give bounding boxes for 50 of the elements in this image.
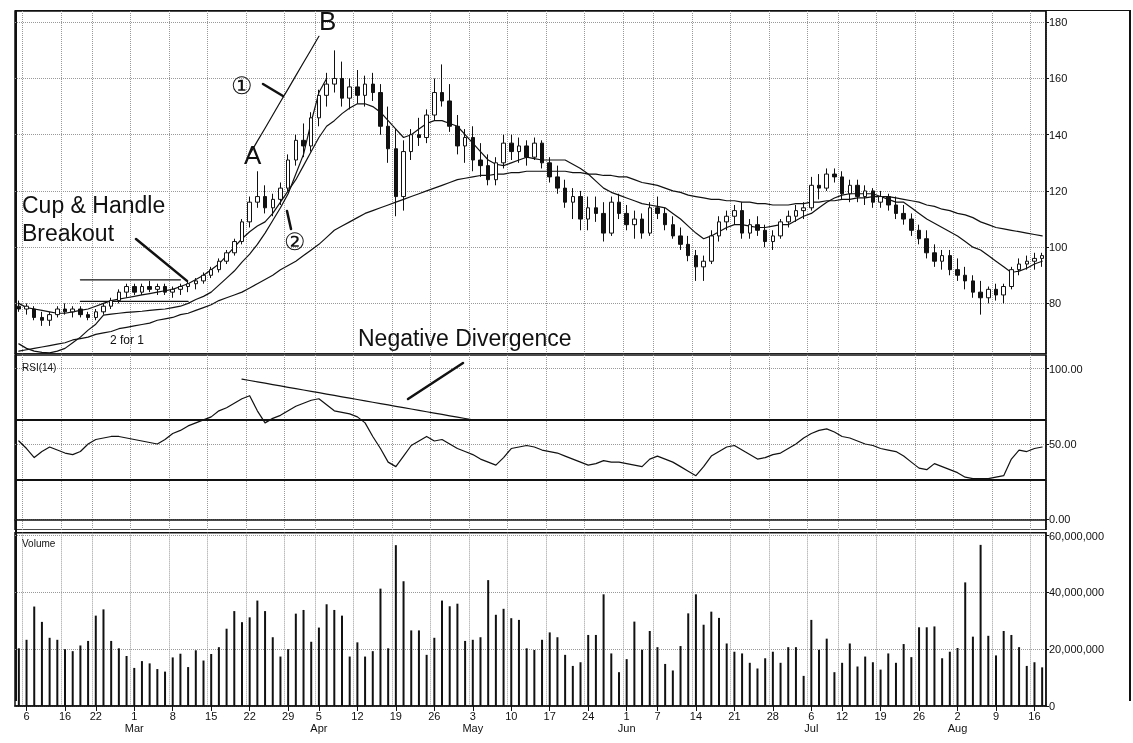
annotation: ① [231,72,253,101]
y-tick-label: 100.00 [1049,362,1083,375]
y-tick-label: 180 [1049,16,1068,29]
x-tick-label: 12 [351,710,364,722]
x-tick-label: 6 Jul [804,710,819,734]
y-tick-label: 20,000,000 [1049,643,1105,656]
x-tick-label: 12 [835,710,849,722]
x-tick-label: 1 Jun [617,710,636,734]
annotation: 2 for 1 [110,333,145,348]
x-tick-label: 21 [728,710,741,722]
x-tick-label: 10 [505,710,518,722]
x-tick-label: 24 [582,710,595,722]
x-tick-label: 16 [1028,710,1041,722]
annotation: ② [284,228,306,257]
x-tick-label: 2 Aug [947,710,968,734]
x-tick-label: 7 [654,710,661,722]
x-tick-label: 28 [766,710,779,722]
y-tick-label: 80 [1049,297,1062,310]
x-tick-label: 3 May [462,710,484,734]
x-tick-label: 16 [58,710,72,722]
x-tick-label: 17 [543,710,556,722]
x-tick-label: 5 Apr [310,710,328,734]
text: RSI(14) [22,361,57,373]
annotation: B [319,6,337,38]
x-tick-label: 22 [243,710,256,722]
x-tick-label: 29 [282,710,295,722]
y-tick-label: 160 [1049,72,1068,85]
annotation: A [244,140,262,172]
y-tick-label: 120 [1049,184,1068,197]
x-tick-label: 6 [23,710,30,722]
text: Volume [22,537,56,549]
y-tick-label: 0.00 [1049,513,1071,526]
y-tick-label: 100 [1049,241,1068,254]
y-tick-label: 40,000,000 [1049,586,1105,599]
x-tick-label: 9 [992,710,1000,722]
annotation: Cup & Handle Breakout [22,192,167,248]
x-tick-label: 26 [428,710,441,722]
x-tick-label: 19 [389,710,402,722]
y-tick-label: 50.00 [1049,438,1077,451]
y-tick-label: 0 [1049,700,1056,712]
x-tick-label: 14 [689,710,703,722]
y-tick-label: 60,000,000 [1049,529,1105,542]
x-tick-label: 26 [912,710,926,722]
x-tick-label: 1 Mar [124,710,145,734]
x-tick-label: 8 [169,710,176,722]
x-tick-label: 19 [874,710,887,722]
y-tick-label: 140 [1049,128,1068,141]
x-tick-label: 15 [205,710,218,722]
x-tick-label: 22 [89,710,102,722]
annotation: Negative Divergence [358,325,572,353]
